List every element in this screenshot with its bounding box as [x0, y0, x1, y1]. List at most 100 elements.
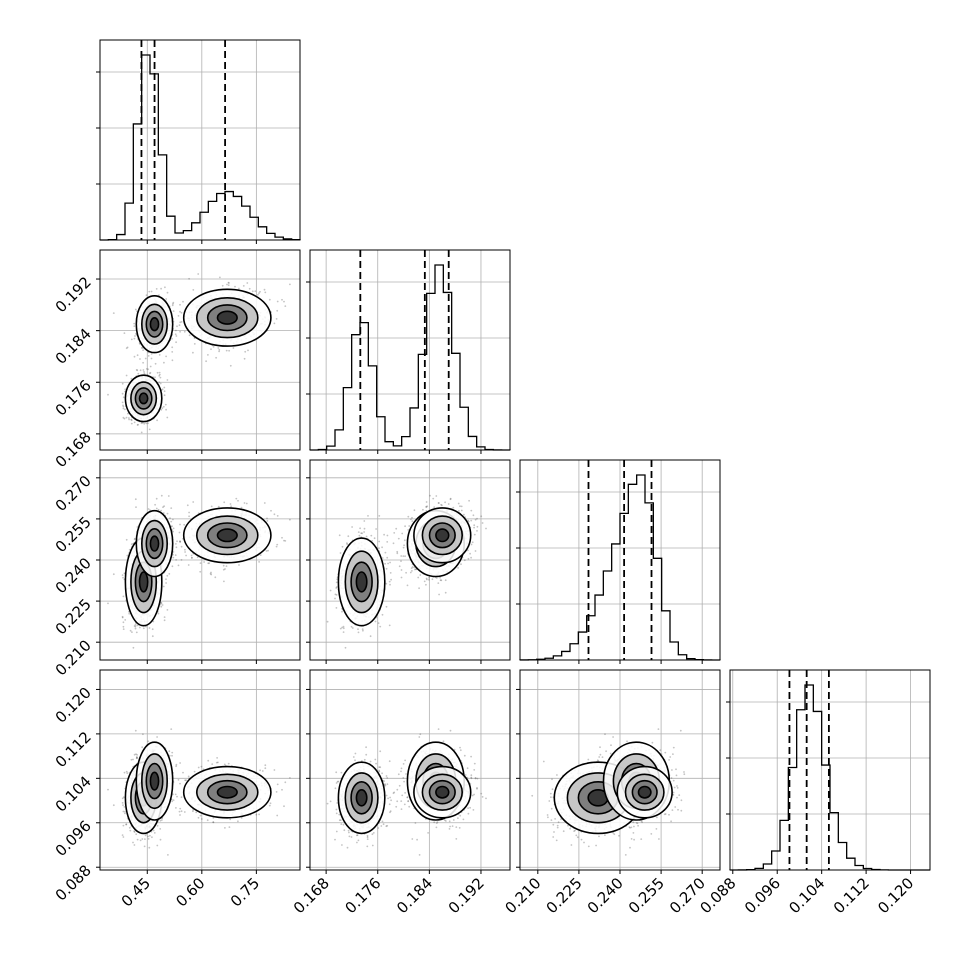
- sample-point: [342, 631, 345, 633]
- sample-point: [350, 625, 353, 628]
- scatter-panel: [306, 459, 511, 664]
- sample-point: [161, 388, 164, 391]
- sample-point: [178, 531, 181, 534]
- sample-point: [342, 627, 345, 630]
- sample-point: [179, 303, 181, 306]
- sample-point: [156, 371, 159, 374]
- sample-point: [112, 312, 115, 314]
- sample-point: [122, 576, 124, 579]
- sample-point: [192, 351, 194, 354]
- sample-point: [175, 559, 178, 561]
- sample-point: [470, 543, 473, 546]
- sample-point: [133, 337, 136, 340]
- sample-point: [251, 290, 254, 293]
- y-tick-label: 0.255: [52, 513, 95, 556]
- sample-point: [140, 422, 143, 425]
- sample-point: [378, 540, 381, 543]
- sample-point: [403, 539, 406, 542]
- sample-point: [334, 597, 336, 600]
- sample-point: [396, 552, 399, 555]
- sample-point: [145, 368, 148, 370]
- sample-point: [375, 528, 377, 530]
- sample-point: [444, 501, 446, 504]
- sample-point: [385, 582, 388, 585]
- sample-point: [264, 291, 267, 294]
- y-tick-label: 0.225: [52, 595, 95, 638]
- sample-point: [122, 396, 125, 399]
- sample-point: [162, 506, 164, 509]
- sample-point: [151, 635, 154, 638]
- sample-point: [460, 563, 462, 566]
- sample-point: [463, 559, 466, 562]
- sample-point: [276, 543, 279, 546]
- sample-point: [143, 372, 146, 375]
- sample-point: [373, 537, 376, 540]
- sample-point: [121, 382, 124, 385]
- sample-point: [357, 628, 359, 631]
- sample-point: [429, 494, 431, 497]
- sample-point: [400, 555, 403, 557]
- sample-point: [242, 285, 245, 287]
- sample-point: [385, 605, 388, 608]
- sample-point: [142, 369, 145, 371]
- sample-point: [247, 349, 249, 352]
- sample-point: [170, 520, 173, 523]
- sample-point: [149, 365, 152, 368]
- sample-point: [374, 620, 377, 623]
- sample-point: [357, 631, 360, 634]
- sample-point: [397, 537, 400, 540]
- sample-point: [188, 515, 191, 518]
- sample-point: [133, 355, 136, 358]
- sample-point: [125, 374, 128, 377]
- sample-point: [163, 619, 166, 622]
- sample-point: [238, 564, 240, 566]
- sample-point: [197, 273, 200, 275]
- sample-point: [389, 583, 391, 586]
- panel-frame: [99, 39, 301, 241]
- sample-point: [214, 576, 217, 579]
- sample-point: [473, 524, 476, 527]
- sample-point: [192, 501, 195, 503]
- sample-point: [400, 576, 403, 579]
- sample-point: [240, 506, 243, 509]
- sample-point: [163, 394, 166, 397]
- sample-point: [459, 505, 461, 508]
- histogram-panel: [306, 249, 511, 454]
- sample-point: [183, 523, 186, 526]
- sample-point: [155, 497, 158, 500]
- sample-point: [473, 533, 476, 536]
- sample-point: [179, 523, 181, 526]
- sample-point: [470, 556, 472, 559]
- sample-point: [171, 351, 174, 353]
- sample-point: [387, 562, 389, 565]
- sample-point: [246, 282, 249, 284]
- sample-point: [257, 293, 259, 296]
- sample-point: [172, 527, 175, 530]
- sample-point: [188, 277, 191, 280]
- sample-point: [419, 574, 422, 576]
- sample-point: [123, 417, 126, 420]
- sample-point: [218, 348, 221, 351]
- sample-point: [393, 532, 396, 534]
- sample-point: [154, 376, 156, 379]
- sample-point: [386, 556, 389, 559]
- sample-point: [339, 552, 342, 554]
- sample-point: [143, 422, 146, 425]
- sample-point: [210, 348, 212, 351]
- sample-point: [275, 318, 278, 320]
- sample-point: [389, 561, 391, 564]
- density-contour: [149, 535, 160, 552]
- sample-point: [124, 408, 126, 411]
- density-contour: [138, 392, 149, 405]
- sample-point: [154, 362, 157, 365]
- sample-point: [218, 350, 221, 353]
- sample-point: [411, 516, 413, 519]
- y-tick-label: 0.240: [52, 554, 95, 597]
- sample-point: [134, 627, 137, 630]
- sample-point: [234, 285, 236, 288]
- sample-point: [381, 613, 384, 616]
- sample-point: [360, 532, 363, 535]
- sample-point: [147, 508, 150, 510]
